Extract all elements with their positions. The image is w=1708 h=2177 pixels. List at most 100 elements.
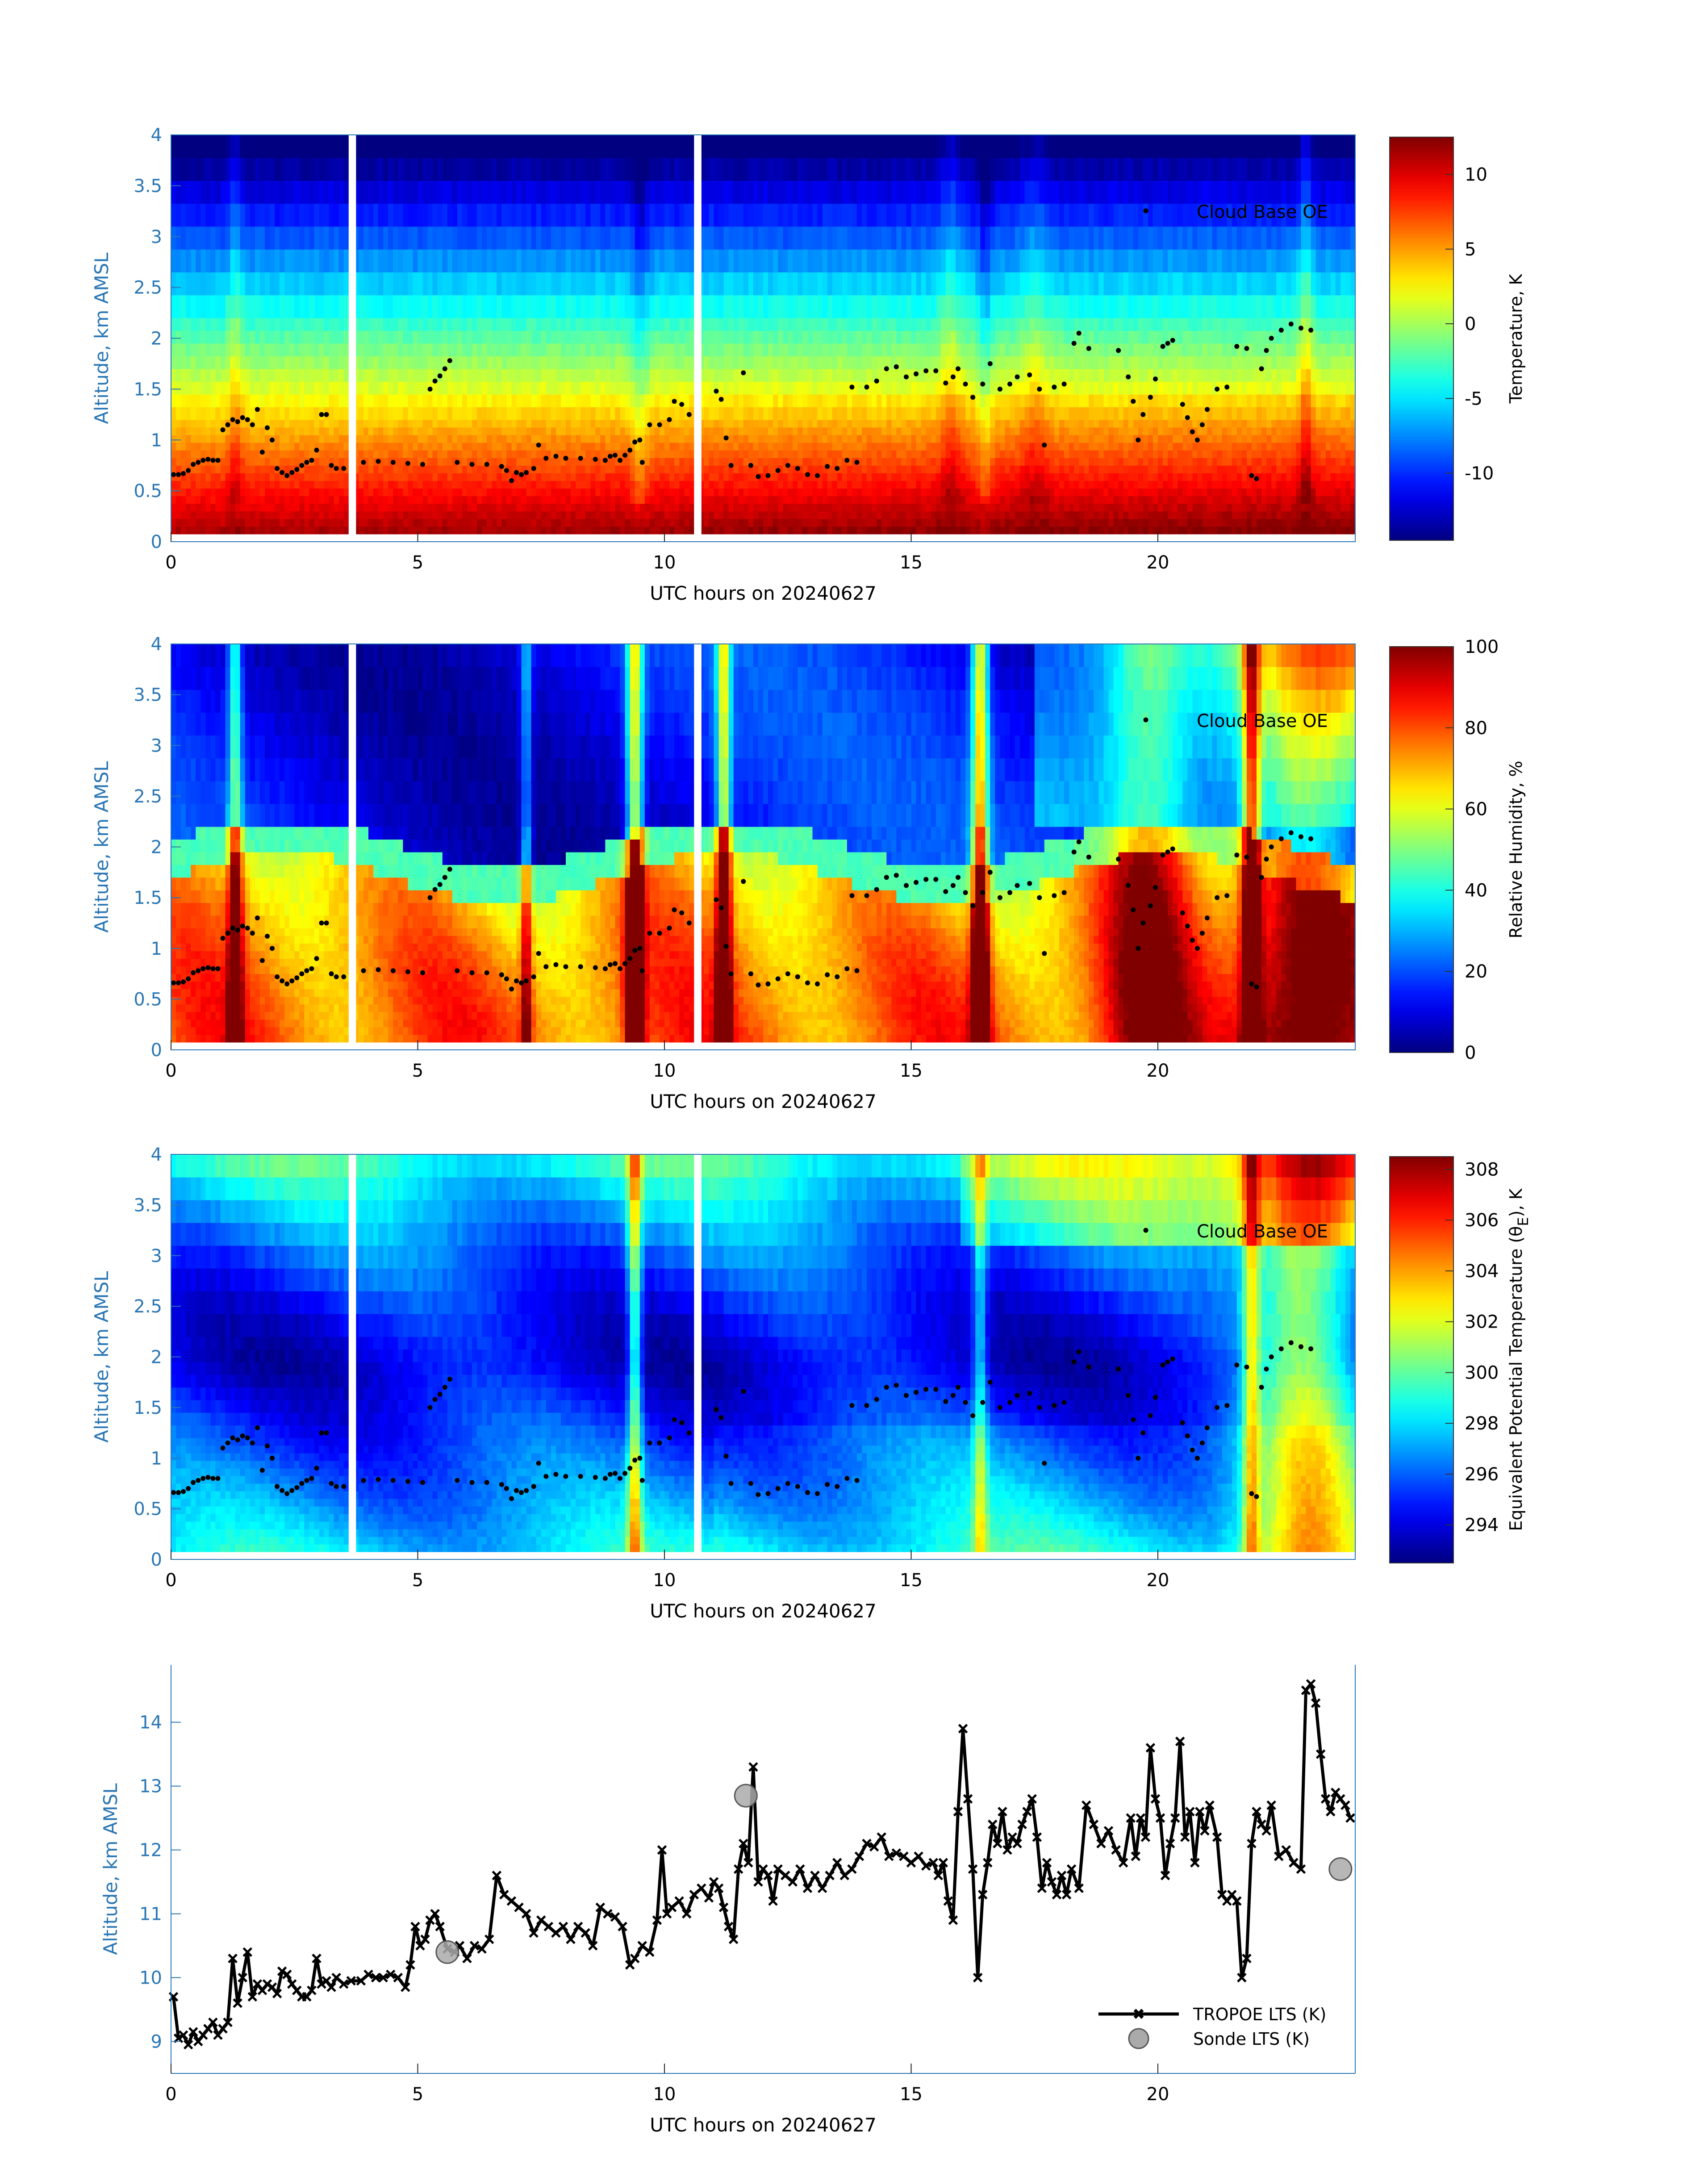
- temperature-heatmap-cell: [191, 381, 196, 394]
- temperature-heatmap-cell: [433, 158, 438, 181]
- temperature-heatmap-cell: [289, 272, 295, 296]
- temperature-heatmap-cell: [487, 427, 492, 435]
- temperature-heatmap-cell: [566, 443, 571, 451]
- temperature-heatmap-cell: [226, 519, 231, 527]
- temperature-heatmap-cell: [205, 135, 211, 158]
- temperature-heatmap-cell: [408, 488, 413, 496]
- temperature-heatmap-cell: [255, 450, 260, 458]
- temperature-heatmap-cell: [240, 181, 246, 204]
- temperature-heatmap-cell: [280, 407, 285, 420]
- temperature-heatmap-cell: [388, 504, 393, 512]
- temperature-heatmap-cell: [368, 343, 374, 356]
- temperature-heatmap-cell: [556, 181, 561, 204]
- temperature-heatmap-cell: [472, 226, 477, 250]
- temperature-heatmap-cell: [260, 330, 265, 343]
- temperature-heatmap-cell: [235, 135, 241, 158]
- temperature-heatmap-cell: [541, 519, 547, 527]
- temperature-heatmap-cell: [280, 318, 285, 331]
- temperature-heatmap-cell: [413, 204, 418, 227]
- temperature-heatmap-cell: [215, 343, 221, 356]
- temperature-heatmap-cell: [531, 381, 537, 394]
- temperature-heatmap-cell: [289, 511, 295, 519]
- temperature-heatmap-cell: [541, 465, 547, 473]
- temperature-heatmap-cell: [171, 427, 176, 435]
- temperature-heatmap-cell: [260, 427, 265, 435]
- temperature-heatmap-cell: [284, 420, 290, 428]
- temperature-heatmap-cell: [467, 435, 472, 443]
- temperature-heatmap-cell: [541, 435, 547, 443]
- temperature-heatmap-cell: [339, 318, 344, 331]
- temperature-heatmap-cell: [472, 330, 477, 343]
- temperature-heatmap-cell: [571, 519, 576, 527]
- temperature-heatmap-cell: [482, 204, 487, 227]
- temperature-heatmap-cell: [319, 356, 325, 369]
- temperature-heatmap-cell: [319, 473, 325, 481]
- temperature-heatmap-cell: [304, 443, 309, 451]
- temperature-heatmap-cell: [403, 226, 408, 250]
- temperature-heatmap-cell: [393, 526, 398, 535]
- temperature-heatmap-cell: [314, 369, 320, 382]
- temperature-heatmap-cell: [566, 465, 571, 473]
- temperature-heatmap-cell: [319, 369, 325, 382]
- temperature-heatmap-cell: [517, 519, 522, 527]
- temperature-heatmap-cell: [299, 473, 305, 481]
- temperature-heatmap-cell: [270, 158, 275, 181]
- temperature-heatmap-cell: [245, 330, 251, 343]
- temperature-heatmap-cell: [255, 295, 260, 318]
- temperature-heatmap-cell: [205, 511, 211, 519]
- temperature-heatmap-cell: [314, 488, 320, 496]
- temperature-heatmap-cell: [433, 356, 438, 369]
- temperature-heatmap-cell: [221, 318, 226, 331]
- temperature-heatmap-cell: [482, 394, 487, 407]
- temperature-heatmap-cell: [368, 519, 374, 527]
- temperature-heatmap-cell: [388, 181, 393, 204]
- temperature-heatmap-cell: [265, 226, 270, 250]
- temperature-heatmap-cell: [304, 369, 309, 382]
- temperature-heatmap-cell: [418, 295, 423, 318]
- temperature-heatmap-cell: [536, 226, 542, 250]
- temperature-heatmap-cell: [408, 343, 413, 356]
- temperature-heatmap-cell: [462, 481, 468, 489]
- temperature-heatmap-cell: [423, 381, 428, 394]
- temperature-heatmap-cell: [221, 381, 226, 394]
- temperature-heatmap-cell: [487, 158, 492, 181]
- temperature-heatmap-cell: [408, 356, 413, 369]
- temperature-heatmap-cell: [452, 504, 458, 512]
- temperature-heatmap-cell: [339, 526, 344, 535]
- temperature-heatmap-cell: [319, 343, 325, 356]
- temperature-heatmap-cell: [186, 394, 191, 407]
- temperature-heatmap-cell: [304, 295, 309, 318]
- temperature-heatmap-cell: [221, 158, 226, 181]
- temperature-heatmap-cell: [176, 158, 181, 181]
- temperature-heatmap-cell: [546, 481, 551, 489]
- temperature-heatmap-cell: [240, 450, 246, 458]
- temperature-heatmap-cell: [403, 450, 408, 458]
- temperature-heatmap-cell: [378, 435, 384, 443]
- temperature-heatmap-cell: [531, 356, 537, 369]
- temperature-heatmap-cell: [255, 330, 260, 343]
- temperature-heatmap-cell: [482, 519, 487, 527]
- temperature-heatmap-cell: [363, 473, 369, 481]
- temperature-heatmap-cell: [482, 272, 487, 296]
- temperature-heatmap-cell: [324, 427, 330, 435]
- temperature-heatmap-cell: [309, 526, 314, 535]
- temperature-heatmap-cell: [561, 435, 566, 443]
- temperature-heatmap-cell: [522, 427, 527, 435]
- temperature-heatmap-cell: [497, 295, 502, 318]
- temperature-heatmap-cell: [413, 330, 418, 343]
- temperature-heatmap-cell: [457, 504, 463, 512]
- temperature-heatmap-cell: [215, 511, 221, 519]
- temperature-heatmap-cell: [329, 158, 334, 181]
- temperature-heatmap-cell: [221, 369, 226, 382]
- temperature-heatmap-cell: [186, 526, 191, 535]
- temperature-heatmap-cell: [255, 135, 260, 158]
- temperature-heatmap-cell: [467, 272, 472, 296]
- temperature-heatmap-cell: [512, 496, 517, 504]
- temperature-heatmap-cell: [438, 481, 443, 489]
- temperature-heatmap-cell: [196, 443, 201, 451]
- temperature-heatmap-cell: [531, 295, 537, 318]
- temperature-heatmap-cell: [215, 135, 221, 158]
- temperature-heatmap-cell: [541, 394, 547, 407]
- temperature-heatmap-cell: [205, 504, 211, 512]
- temperature-heatmap-cell: [270, 330, 275, 343]
